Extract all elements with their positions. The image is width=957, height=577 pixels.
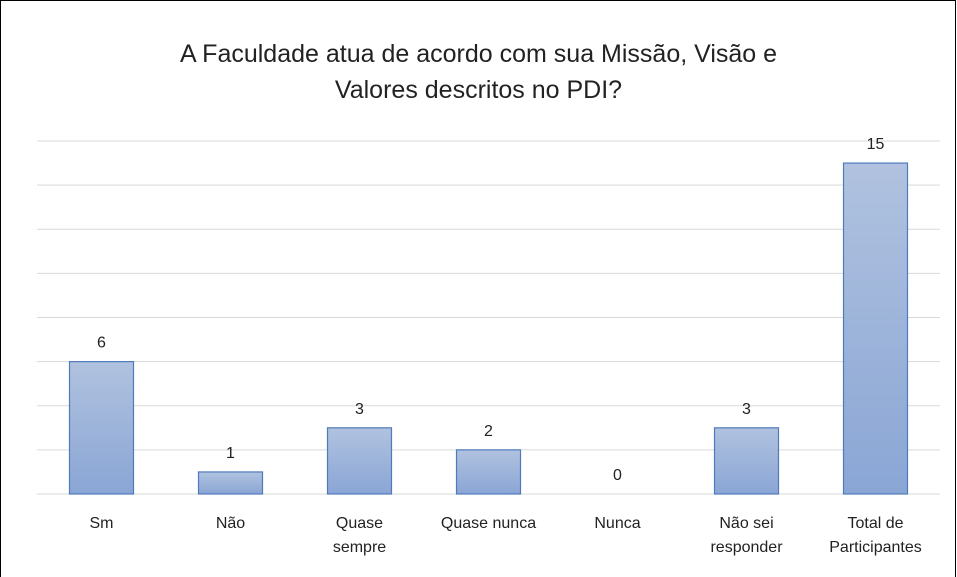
x-tick-label: Não	[215, 515, 246, 532]
chart-title: A Faculdade atua de acordo com sua Missã…	[179, 40, 778, 104]
data-label: 6	[97, 335, 106, 352]
x-tick-label: Não sei responder	[710, 515, 783, 556]
data-label: 3	[742, 401, 751, 418]
bar	[455, 449, 522, 495]
data-label: 2	[484, 423, 493, 440]
x-tick-label: Quase sempre	[332, 515, 387, 556]
x-tick-label: Nunca	[594, 515, 641, 532]
bar	[326, 427, 393, 495]
x-tick-label: Sm	[89, 515, 114, 532]
data-label: 1	[226, 445, 235, 462]
bar	[842, 162, 909, 495]
data-label: 0	[613, 467, 622, 484]
x-tick-label: Quase nunca	[440, 515, 537, 532]
bar	[68, 361, 135, 495]
bar	[713, 427, 780, 495]
x-tick-label: Total de Participantes	[829, 515, 922, 556]
bar	[197, 471, 264, 495]
data-label: 3	[355, 401, 364, 418]
data-label: 15	[867, 136, 885, 153]
